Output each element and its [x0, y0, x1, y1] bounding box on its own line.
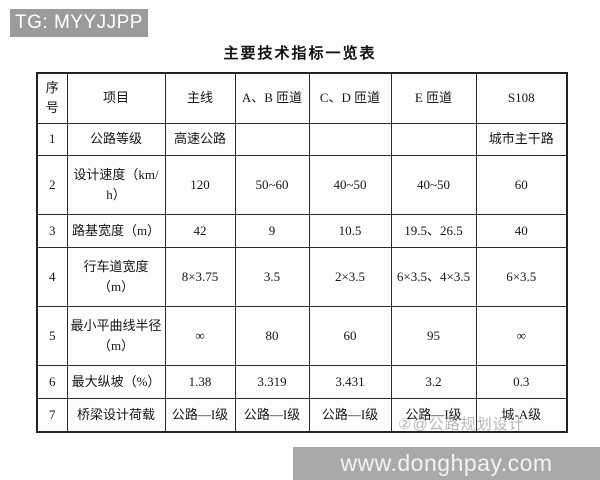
value-cell: 8×3.75 [164, 247, 236, 308]
value-cell: 城-A级 [475, 397, 568, 433]
value-cell: 40 [475, 214, 568, 249]
col-header-no: 序号 [36, 72, 68, 124]
row-number-cell: 7 [36, 397, 68, 433]
item-cell: 设计速度（km/h） [66, 155, 166, 216]
value-cell: 60 [475, 155, 568, 216]
value-cell: 50~60 [234, 155, 310, 216]
value-cell: 6×3.5 [475, 247, 568, 308]
value-cell: 3.5 [234, 247, 310, 308]
value-cell: 公路—I级 [234, 397, 310, 433]
watermark-badge: TG: MYYJJPP [10, 9, 148, 37]
item-cell: 路基宽度（m） [66, 214, 166, 249]
value-cell [308, 122, 392, 157]
value-cell: 19.5、26.5 [390, 214, 477, 249]
indicators-table: 序号 项目 主线 A、B 匝道 C、D 匝道 E 匝道 S108 1 公路等级 … [36, 72, 568, 433]
value-cell: ∞ [475, 306, 568, 367]
row-number-cell: 4 [36, 247, 68, 308]
table-title: 主要技术指标一览表 [223, 46, 377, 62]
value-cell: 9 [234, 214, 310, 249]
row-number-cell: 3 [36, 214, 68, 249]
value-cell: 城市主干路 [475, 122, 568, 157]
value-cell: 60 [308, 306, 392, 367]
value-cell: 0.3 [475, 365, 568, 399]
value-cell: 42 [164, 214, 236, 249]
row-number-cell: 5 [36, 306, 68, 367]
value-cell: 40~50 [390, 155, 477, 216]
value-cell: 3.2 [390, 365, 477, 399]
table-row: 3 路基宽度（m） 42 9 10.5 19.5、26.5 40 [36, 214, 568, 249]
row-number-cell: 2 [36, 155, 68, 216]
value-cell: 40~50 [308, 155, 392, 216]
table-row: 2 设计速度（km/h） 120 50~60 40~50 40~50 60 [36, 155, 568, 216]
footer-watermark-bar: www.donghpay.com [293, 447, 600, 480]
table-row: 6 最大纵坡（%） 1.38 3.319 3.431 3.2 0.3 [36, 365, 568, 399]
value-cell: 80 [234, 306, 310, 367]
value-cell: 公路—I级 [308, 397, 392, 433]
col-header-item: 项目 [66, 72, 166, 124]
value-cell [234, 122, 310, 157]
col-header-cd: C、D 匝道 [308, 72, 392, 124]
value-cell [390, 122, 477, 157]
table-row: 4 行车道宽度（m） 8×3.75 3.5 2×3.5 6×3.5、4×3.5 … [36, 247, 568, 308]
footer-url: www.donghpay.com [340, 450, 553, 476]
col-header-e: E 匝道 [390, 72, 477, 124]
table-row: 5 最小平曲线半径（m） ∞ 80 60 95 ∞ [36, 306, 568, 367]
value-cell: 公路—I级 [164, 397, 236, 433]
value-cell: 10.5 [308, 214, 392, 249]
value-cell: ∞ [164, 306, 236, 367]
item-cell: 公路等级 [66, 122, 166, 157]
value-cell: 6×3.5、4×3.5 [390, 247, 477, 308]
value-cell: 2×3.5 [308, 247, 392, 308]
value-cell: 120 [164, 155, 236, 216]
row-number-cell: 6 [36, 365, 68, 399]
value-cell: 3.319 [234, 365, 310, 399]
header-row: 序号 项目 主线 A、B 匝道 C、D 匝道 E 匝道 S108 [36, 72, 568, 124]
col-header-s108: S108 [475, 72, 568, 124]
col-header-ab: A、B 匝道 [234, 72, 310, 124]
table-row: 1 公路等级 高速公路 城市主干路 [36, 122, 568, 157]
item-cell: 最大纵坡（%） [66, 365, 166, 399]
item-cell: 行车道宽度（m） [66, 247, 166, 308]
table-row: 7 桥梁设计荷载 公路—I级 公路—I级 公路—I级 公路—I级 城-A级 [36, 397, 568, 433]
value-cell: 95 [390, 306, 477, 367]
item-cell: 最小平曲线半径（m） [66, 306, 166, 367]
value-cell: 1.38 [164, 365, 236, 399]
value-cell: 公路—I级 [390, 397, 477, 433]
item-cell: 桥梁设计荷载 [66, 397, 166, 433]
value-cell: 高速公路 [164, 122, 236, 157]
row-number-cell: 1 [36, 122, 68, 157]
col-header-main: 主线 [164, 72, 236, 124]
value-cell: 3.431 [308, 365, 392, 399]
